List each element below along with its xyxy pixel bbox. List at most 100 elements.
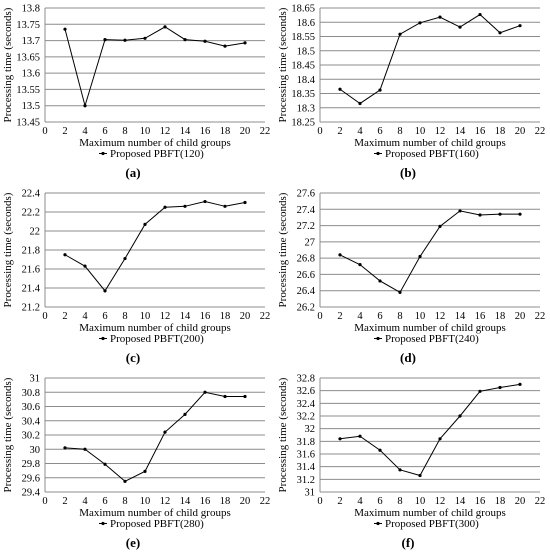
legend-label: Proposed PBFT(160): [385, 148, 479, 160]
data-point: [498, 31, 502, 35]
legend-marker: [101, 151, 105, 156]
y-tick-label: 22: [30, 227, 41, 238]
series-line: [64, 201, 246, 292]
panel-label-f-text: (f): [401, 535, 415, 550]
y-tick-label: 31: [305, 488, 316, 499]
chart-svg-a: 13.45 13.5 13.55 13.6 13.65 13.7 13.75 13.8 0 2 4 6…: [2, 4, 271, 161]
data-point: [458, 25, 462, 29]
x-tick-label: 8: [397, 126, 402, 137]
legend-label: Proposed PBFT(300): [385, 518, 479, 530]
y-tick-label: 30.4: [22, 416, 41, 427]
y-tick-label: 30.6: [22, 402, 40, 413]
x-tick-label: 10: [415, 311, 426, 322]
data-point: [358, 263, 362, 267]
x-axis-label: Maximum number of child groups: [354, 137, 506, 149]
x-tick-label: 10: [415, 496, 426, 507]
data-point: [478, 389, 482, 393]
x-tick-label: 6: [102, 126, 107, 137]
x-tick-label: 16: [200, 496, 211, 507]
x-tick-label: 18: [495, 311, 506, 322]
x-tick-label: 18: [220, 311, 231, 322]
y-tick-label: 27.6: [297, 189, 315, 200]
y-tick-label: 13.7: [22, 36, 40, 47]
data-point: [378, 279, 382, 283]
x-tick-label: 6: [102, 311, 107, 322]
legend-marker: [376, 151, 380, 156]
x-tick-label: 2: [337, 496, 342, 507]
y-tick-label: 26.6: [297, 270, 315, 281]
x-tick-label: 4: [82, 496, 88, 507]
x-axis-label: Maximum number of child groups: [354, 322, 506, 334]
panel-label-b: (b): [388, 165, 428, 181]
x-tick-label: 20: [240, 496, 251, 507]
data-point: [418, 473, 422, 478]
x-tick-label: 14: [180, 311, 191, 322]
panel-label-e-text: (e): [125, 535, 141, 550]
data-point: [438, 15, 442, 19]
panel-label-c-text: (c): [125, 350, 141, 365]
data-point: [183, 204, 187, 208]
x-tick-label: 16: [475, 496, 486, 507]
y-tick-label: 29.4: [22, 488, 41, 499]
data-point: [143, 469, 147, 473]
y-axis-label: Processing time (seconds): [2, 7, 14, 122]
y-tick-label: 31.4: [297, 462, 316, 473]
x-tick-label: 20: [515, 126, 526, 137]
data-point: [83, 104, 87, 108]
x-axis-label: Maximum number of child groups: [79, 507, 231, 519]
data-point: [243, 200, 247, 205]
y-tick-label: 32.8: [297, 374, 315, 385]
x-tick-label: 4: [357, 311, 363, 322]
y-tick-label: 18.6: [297, 18, 315, 29]
x-tick-label: 14: [180, 496, 191, 507]
legend-label: Proposed PBFT(120): [110, 148, 204, 160]
data-point: [518, 382, 522, 386]
y-tick-label: 32.4: [297, 399, 316, 410]
x-tick-label: 2: [337, 311, 342, 322]
x-tick-label: 16: [200, 311, 211, 322]
data-point: [203, 199, 207, 204]
data-point: [143, 222, 147, 226]
data-point: [498, 385, 502, 390]
x-tick-label: 22: [260, 496, 271, 507]
y-tick-label: 13.8: [22, 4, 40, 15]
x-tick-label: 8: [397, 311, 402, 322]
data-point: [498, 212, 502, 216]
legend: Proposed PBFT(300): [374, 518, 479, 530]
data-point: [478, 213, 482, 217]
x-tick-label: 22: [535, 496, 546, 507]
x-tick-label: 4: [82, 311, 88, 322]
y-tick-label: 18.45: [291, 61, 315, 72]
x-tick-label: 4: [82, 126, 88, 137]
panel-label-d-text: (d): [400, 350, 416, 365]
data-point: [203, 390, 207, 394]
x-tick-label: 8: [397, 496, 402, 507]
series-line: [64, 391, 245, 482]
data-point: [203, 39, 207, 43]
data-point: [223, 394, 227, 399]
x-tick-label: 8: [122, 311, 127, 322]
chart-panel-b: 18.25 18.3 18.35 18.4 18.45 18.5 18.55 18.6 18.6…: [275, 0, 550, 165]
data-point: [223, 204, 227, 208]
panel-label-c: (c): [113, 350, 153, 366]
data-point: [143, 36, 147, 40]
data-point: [418, 21, 422, 25]
y-tick-label: 21.6: [22, 265, 40, 276]
x-tick-label: 20: [515, 496, 526, 507]
x-tick-label: 0: [317, 496, 322, 507]
data-point: [83, 447, 87, 451]
x-tick-label: 12: [435, 126, 446, 137]
y-tick-label: 13.6: [22, 69, 40, 80]
x-tick-label: 16: [475, 311, 486, 322]
x-tick-label: 6: [377, 126, 382, 137]
y-tick-label: 30.2: [22, 431, 40, 442]
y-tick-label: 29.6: [22, 473, 40, 484]
series-line: [339, 383, 521, 477]
chart-panel-a: 13.45 13.5 13.55 13.6 13.65 13.7 13.75 13.8 0 2 4 6…: [0, 0, 275, 165]
y-tick-label: 18.5: [297, 46, 315, 57]
y-tick-label: 30: [30, 445, 41, 456]
x-tick-label: 0: [317, 311, 322, 322]
data-point: [518, 212, 522, 216]
y-tick-label: 13.65: [16, 52, 40, 63]
x-tick-label: 22: [260, 126, 271, 137]
